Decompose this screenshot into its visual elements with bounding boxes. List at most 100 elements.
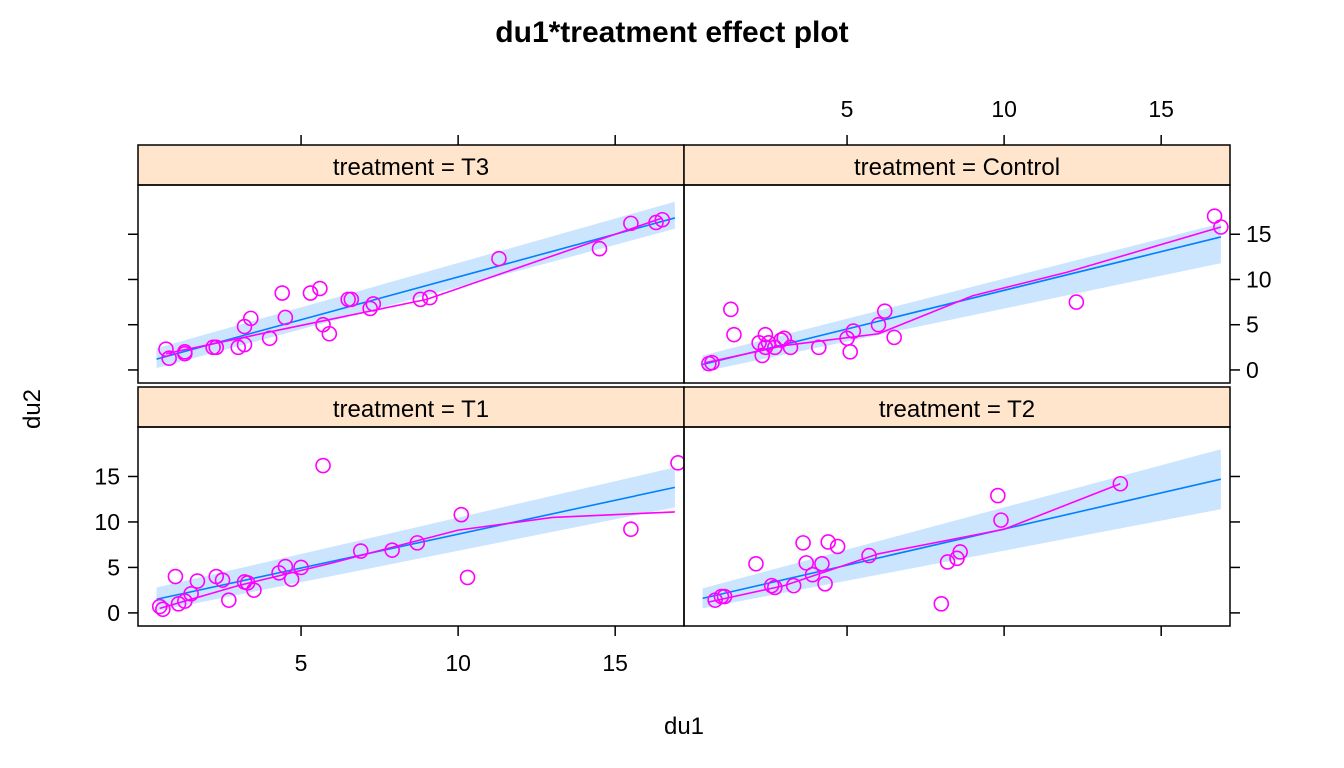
data-point	[817, 575, 833, 592]
data-point	[208, 339, 225, 356]
data-point	[829, 538, 846, 555]
data-point	[591, 240, 608, 257]
smooth-line	[705, 226, 1222, 364]
confidence-band	[156, 201, 675, 369]
panel-plot-area	[702, 449, 1222, 612]
data-point	[409, 535, 426, 551]
data-point	[459, 569, 476, 586]
data-point	[1206, 208, 1223, 224]
y-axis-label: du2	[19, 389, 46, 429]
x-tick-label-bottom: 15	[602, 650, 628, 676]
data-point	[723, 301, 739, 318]
data-point	[312, 280, 328, 297]
data-point	[155, 601, 171, 618]
data-point	[302, 285, 319, 301]
data-point	[990, 487, 1006, 504]
data-point	[177, 344, 193, 360]
data-point	[820, 534, 837, 550]
data-point	[274, 285, 291, 301]
data-point	[785, 577, 802, 594]
data-point	[1112, 475, 1129, 492]
confidence-band	[156, 467, 675, 612]
data-point	[861, 547, 877, 564]
x-axis-label: du1	[664, 713, 704, 740]
strip-label: treatment = T1	[333, 396, 489, 423]
ticks-layer: 5 5 10 10 15 15 0 0 5 5 10 10 15 15	[94, 96, 1271, 676]
data-point	[767, 579, 783, 596]
chart-title: du1*treatment effect plot	[495, 16, 848, 49]
panel-t2: treatment = T2	[683, 386, 1231, 627]
data-point	[315, 457, 331, 474]
strip-background	[137, 386, 685, 428]
data-point	[236, 574, 253, 590]
data-point	[183, 586, 199, 602]
data-point	[1213, 219, 1229, 235]
data-point	[814, 555, 830, 572]
data-point	[670, 455, 684, 471]
panel-t1: treatment = T1	[137, 386, 685, 627]
panel-frame	[683, 426, 1231, 627]
data-point	[283, 571, 300, 588]
x-tick-label-top: 10	[991, 96, 1017, 122]
y-tick-label-right: 0	[1246, 357, 1259, 383]
fit-line	[156, 486, 676, 601]
panel-plot-area	[156, 201, 676, 369]
data-point	[952, 544, 968, 560]
data-point	[491, 250, 507, 267]
data-point	[623, 215, 639, 232]
data-point	[757, 326, 774, 343]
data-point	[886, 329, 902, 346]
data-point	[293, 559, 309, 576]
data-point	[754, 347, 771, 364]
data-point	[810, 339, 827, 356]
y-tick-label-left: 10	[94, 509, 120, 535]
data-point	[654, 211, 671, 228]
data-point	[277, 309, 294, 326]
data-point	[343, 291, 360, 308]
data-point	[384, 542, 400, 558]
data-point	[161, 350, 177, 366]
y-tick-label-left: 5	[107, 554, 120, 580]
strip-label: treatment = T3	[333, 154, 489, 181]
data-point	[795, 535, 811, 551]
fit-line	[156, 217, 676, 360]
data-point	[623, 521, 639, 538]
data-point	[933, 596, 950, 612]
data-point	[876, 303, 893, 319]
strip-label: treatment = T2	[879, 396, 1035, 423]
data-point	[261, 330, 278, 347]
data-point	[704, 354, 720, 371]
panels-layer: treatment = T3 treatment = Control treatme…	[137, 144, 1231, 627]
data-point	[716, 588, 733, 605]
data-point	[845, 323, 862, 339]
data-point	[221, 592, 237, 608]
data-point	[804, 566, 821, 583]
panel-plot-area	[701, 208, 1229, 372]
data-point	[993, 512, 1009, 528]
x-tick-label-top: 15	[1148, 96, 1174, 122]
data-point	[365, 296, 382, 312]
x-tick-label-bottom: 5	[295, 650, 308, 676]
x-tick-label-top: 5	[841, 96, 854, 122]
data-point	[748, 555, 764, 572]
data-point	[277, 558, 294, 575]
data-point	[939, 554, 956, 570]
fit-line	[702, 478, 1222, 600]
data-point	[151, 598, 168, 615]
data-point	[763, 577, 780, 594]
x-tick-label-bottom: 10	[445, 650, 471, 676]
smooth-line	[708, 483, 1121, 603]
data-point	[757, 339, 774, 356]
data-point	[243, 310, 259, 327]
panel-plot-area	[151, 455, 684, 618]
data-point	[870, 316, 887, 333]
data-point	[246, 582, 262, 598]
panel-t3: treatment = T3	[137, 144, 685, 384]
data-point	[798, 555, 815, 571]
y-tick-label-right: 15	[1246, 221, 1272, 247]
data-point	[422, 289, 438, 306]
y-tick-label-right: 5	[1246, 312, 1259, 338]
data-point	[726, 326, 742, 343]
data-point	[236, 336, 253, 353]
smooth-line	[159, 511, 675, 610]
